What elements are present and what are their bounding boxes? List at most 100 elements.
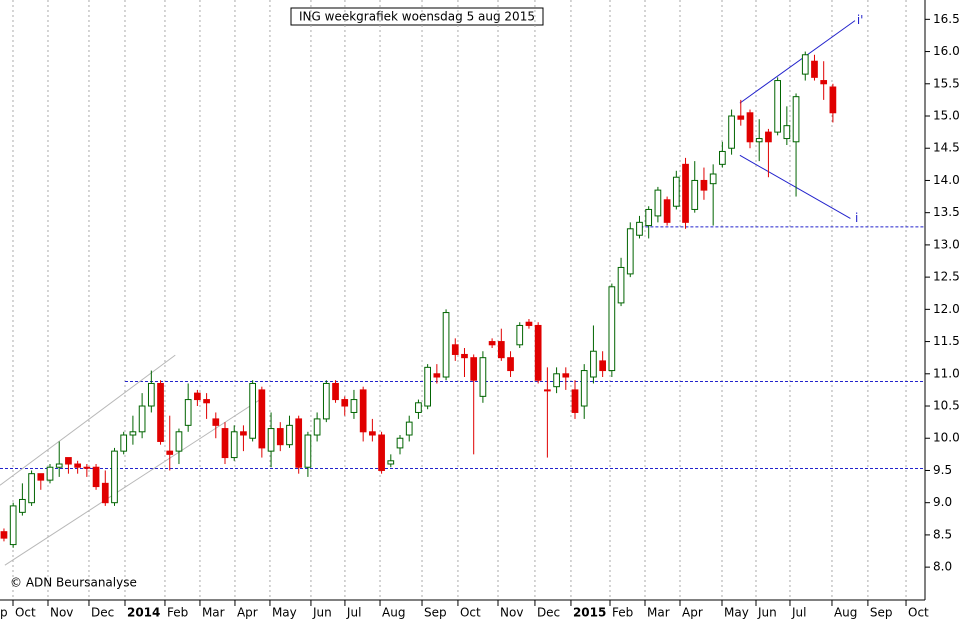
x-tick-label: Apr [237,606,258,620]
candle-body [544,389,551,392]
x-tick-label: Mar [202,606,225,620]
candle-body [479,357,487,397]
y-tick-label: 8.0 [933,560,952,574]
candle-body [783,125,791,140]
candle-body [55,463,63,468]
candle-body [801,54,809,75]
candle-body [9,505,17,546]
candle-body [497,341,505,359]
y-tick-label: 13.5 [933,205,960,219]
x-tick-label: Jul [791,606,806,620]
candle-body [562,373,570,378]
candle-body [590,350,597,378]
candle-body [147,382,155,407]
candle-body [672,176,680,207]
y-tick-label: 13.0 [933,237,960,251]
x-tick-label: Nov [500,606,523,620]
candle-body [240,431,247,436]
candle-body [378,434,385,471]
candle-body [433,373,441,378]
candle-body [286,424,293,446]
candle-body [645,208,653,227]
candle-body [212,418,220,426]
y-tick-label: 16.0 [933,44,960,58]
candle-body [774,80,781,133]
candle-body [0,531,8,539]
candle-body [120,434,128,452]
x-tick-label: 2014 [127,606,160,620]
candle-body [682,163,689,223]
candle-body [129,431,137,436]
candle-body [728,115,735,149]
candle-body [19,498,26,513]
x-tick-label: Feb [612,606,633,620]
y-tick-label: 14.0 [933,173,960,187]
candle-body [46,466,54,481]
y-tick-label: 10.5 [933,399,960,413]
candle-body [424,366,431,407]
candle-body [608,286,616,372]
candle-body [654,189,662,217]
candle-body [700,179,708,191]
candle-body [415,402,422,413]
candle-body [74,463,81,468]
x-tick-label: Mar [647,606,670,620]
x-tick-label: Jun [312,606,332,620]
annotation: i [855,211,858,225]
candle-body [304,434,312,468]
candle-body [820,80,828,85]
y-tick-label: 16.5 [933,12,960,26]
candle-body [525,321,533,326]
candle-body [230,431,238,459]
trend-line [4,399,261,566]
x-tick-label: 2015 [573,606,606,620]
candle-body [626,228,634,275]
x-tick-label: Aug [834,606,857,620]
candle-body [571,389,579,413]
candle-body [249,382,256,439]
candle-body [580,370,588,407]
x-tick-label: Sep [424,606,447,620]
candle-body [37,473,45,481]
credit: © ADN Beursanalyse [10,576,137,590]
x-tick-label: Apr [682,606,703,620]
candle-body [175,431,183,452]
x-tick-label: Oct [908,606,929,620]
candle-body [350,399,358,413]
x-tick-label: Jun [757,606,777,620]
candle-body [617,266,625,304]
title-box [290,7,544,26]
candle-body [691,179,699,210]
x-tick-label: Aug [382,606,405,620]
y-tick-label: 12.5 [933,270,960,284]
candle-body [65,457,72,465]
candle-body [719,150,726,165]
candle-body [369,431,376,436]
candle-body [599,360,606,372]
candle-body [157,382,164,442]
trend-line [739,154,851,219]
trend-line [0,354,176,486]
candle-body [746,112,754,143]
candle-body [709,173,717,185]
candle-body [755,138,763,143]
candle-body [442,312,450,378]
candle-body [322,382,330,420]
candle-body [663,199,671,223]
candle-body [221,428,229,459]
candle-body [470,357,478,381]
x-tick-label: Jul [346,606,361,620]
y-tick-label: 10.0 [933,431,960,445]
candle-body [83,466,91,469]
candle-body [138,405,146,433]
trend-line [739,20,856,104]
y-tick-label: 15.5 [933,76,960,90]
x-tick-label: Dec [537,606,560,620]
candle-body [636,221,643,236]
candle-body [276,428,284,446]
x-tick-label: Oct [460,606,481,620]
candle-body [92,466,100,488]
candle-body [387,460,395,465]
candle-body [332,382,339,401]
